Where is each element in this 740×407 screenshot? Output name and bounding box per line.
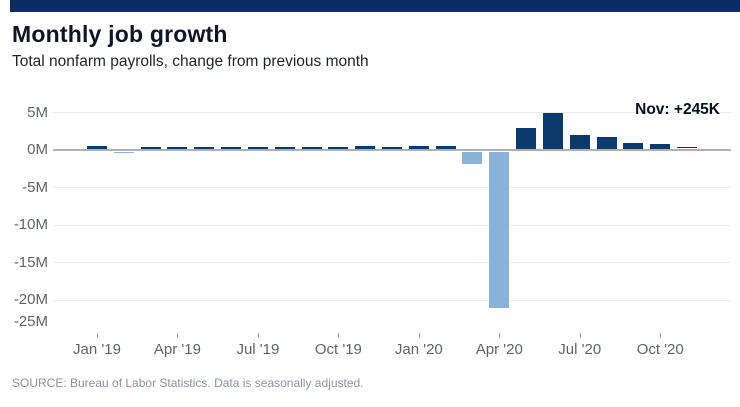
chart-bar [355, 146, 376, 149]
chart-bar [113, 151, 134, 153]
chart-bar [489, 151, 510, 308]
x-axis-label: Jan '20 [394, 341, 443, 358]
gridline [53, 112, 731, 113]
x-axis-label: Jan '19 [73, 341, 121, 358]
chart-bar [596, 137, 617, 149]
chart-bar [221, 147, 242, 149]
gridline [53, 262, 731, 263]
x-axis-label: Jul '20 [558, 341, 602, 358]
y-axis-label: -15M [13, 253, 48, 271]
x-axis-tick [97, 333, 98, 338]
chart-title: Monthly job growth [12, 21, 228, 47]
chart-bar [301, 147, 322, 149]
source-note: SOURCE: Bureau of Labor Statistics. Data… [12, 376, 364, 390]
y-axis-label: -5M [22, 178, 48, 196]
chart-subtitle: Total nonfarm payrolls, change from prev… [12, 53, 369, 70]
x-axis-tick [257, 333, 259, 338]
chart-bar [516, 128, 537, 149]
chart-bar [435, 146, 456, 149]
gridline [53, 224, 731, 226]
y-axis-label: -20M [13, 291, 48, 308]
chart-bar [462, 151, 483, 165]
chart-bar [542, 112, 563, 149]
chart-bar [677, 146, 698, 149]
chart-bar [247, 147, 268, 149]
chart-bar [408, 146, 429, 149]
chart-bar [274, 147, 295, 149]
gridline [53, 299, 731, 301]
x-axis-label: Oct '20 [636, 341, 684, 358]
x-axis-tick [418, 333, 420, 338]
x-axis-tick [338, 333, 340, 338]
x-axis-tick [177, 333, 179, 338]
x-axis-label: Apr '19 [153, 341, 201, 358]
last-value-annotation: Nov: +245K [635, 101, 720, 118]
y-axis-label: -10M [13, 216, 48, 233]
x-axis-tick [660, 333, 662, 338]
x-axis-label: Apr '20 [475, 341, 523, 358]
chart-bar [328, 147, 349, 149]
y-axis-label: -25M [13, 313, 48, 330]
chart-bar [650, 144, 671, 149]
x-axis-tick [499, 333, 501, 338]
chart-bar [140, 147, 161, 149]
gridline [53, 187, 731, 188]
chart-bar [87, 146, 107, 149]
chart-bar [194, 147, 215, 149]
y-axis-label: 0M [27, 141, 48, 158]
chart-bar [569, 135, 590, 149]
chart-bar [382, 147, 403, 149]
zero-gridline [53, 148, 731, 151]
chart-bar [167, 147, 188, 149]
x-axis-label: Oct '19 [314, 341, 362, 358]
x-axis-label: Jul '19 [236, 341, 280, 358]
chart-bar [623, 143, 644, 149]
x-axis-tick [579, 333, 581, 338]
y-axis-label: 5M [27, 103, 48, 121]
brand-strip [10, 0, 740, 12]
